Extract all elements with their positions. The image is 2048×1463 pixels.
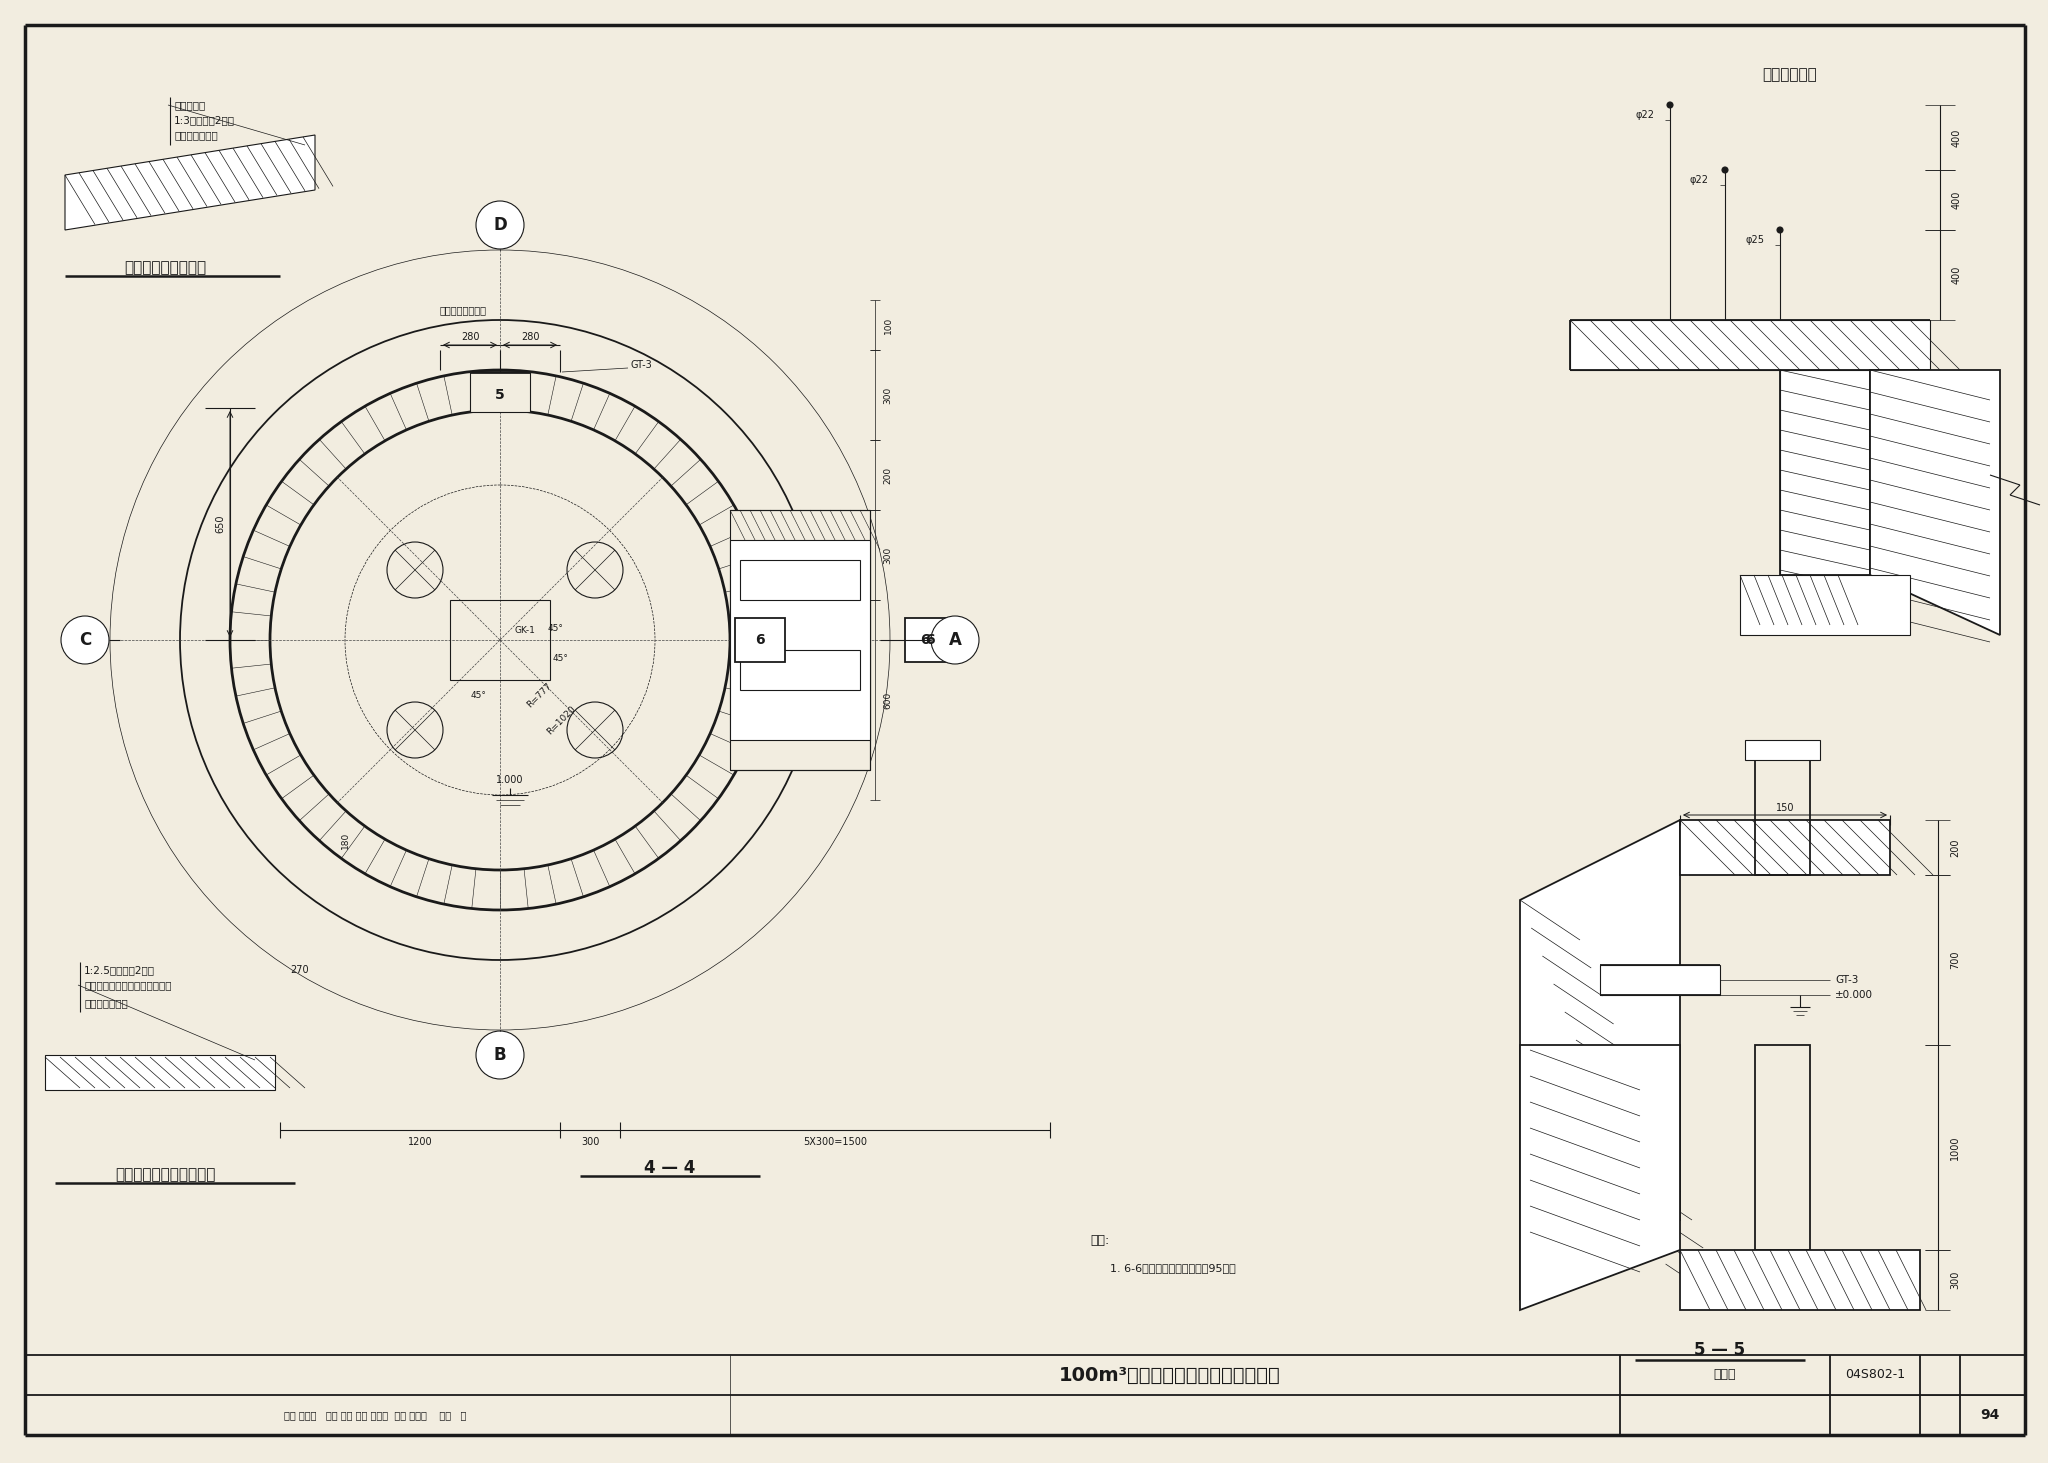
- Polygon shape: [1520, 1045, 1679, 1309]
- Text: R=1020: R=1020: [545, 704, 578, 736]
- Text: 1000: 1000: [1950, 1135, 1960, 1160]
- Text: 400: 400: [1952, 129, 1962, 146]
- Text: 中环棁钉栅杆: 中环棁钉栅杆: [1763, 67, 1817, 82]
- Polygon shape: [1679, 1249, 1921, 1309]
- Text: 水泥浆一道（内掺建筑结构胶）: 水泥浆一道（内掺建筑结构胶）: [84, 980, 172, 990]
- Text: 200: 200: [1950, 838, 1960, 857]
- Text: 1200: 1200: [408, 1137, 432, 1147]
- Bar: [1599, 966, 1720, 995]
- Text: 涂料保护层: 涂料保护层: [174, 99, 205, 110]
- Bar: [1571, 320, 1929, 370]
- Bar: [905, 617, 954, 661]
- Bar: [1679, 819, 1890, 875]
- Polygon shape: [66, 135, 315, 230]
- Text: GK-1: GK-1: [514, 626, 535, 635]
- Text: A: A: [948, 631, 961, 650]
- Text: GT-3: GT-3: [631, 360, 651, 370]
- Bar: [1755, 759, 1810, 875]
- Text: 200: 200: [883, 467, 893, 484]
- Text: ±0.000: ±0.000: [1835, 990, 1874, 1001]
- Text: 400: 400: [1952, 266, 1962, 284]
- Circle shape: [1722, 167, 1729, 173]
- Text: 1. 6-6、栏杆锁材用量表见第95页。: 1. 6-6、栏杆锁材用量表见第95页。: [1110, 1263, 1235, 1273]
- Text: 4 — 4: 4 — 4: [645, 1159, 696, 1178]
- Text: 300: 300: [582, 1137, 600, 1147]
- Text: 6: 6: [756, 633, 764, 647]
- Text: C: C: [80, 631, 90, 650]
- Text: 图集号: 图集号: [1714, 1368, 1737, 1381]
- Polygon shape: [1741, 575, 1911, 635]
- Circle shape: [475, 200, 524, 249]
- Text: 150: 150: [1776, 803, 1794, 813]
- Text: 说明:: 说明:: [1090, 1233, 1110, 1246]
- Text: D: D: [494, 217, 506, 234]
- Bar: [735, 617, 784, 661]
- Circle shape: [475, 1031, 524, 1080]
- Circle shape: [932, 616, 979, 664]
- Text: 1.000: 1.000: [496, 775, 524, 786]
- Bar: [1780, 370, 1870, 575]
- Polygon shape: [1520, 819, 1679, 1301]
- Text: 280: 280: [461, 332, 479, 342]
- Text: 5: 5: [496, 388, 506, 402]
- Text: 此洞仅属三管方案: 此洞仅属三管方案: [440, 304, 487, 315]
- Text: 280: 280: [520, 332, 539, 342]
- Text: 650: 650: [215, 515, 225, 533]
- Text: φ22: φ22: [1634, 110, 1655, 120]
- Polygon shape: [1870, 370, 2001, 635]
- Bar: [739, 560, 860, 600]
- Bar: [469, 372, 530, 413]
- Text: 04S802-1: 04S802-1: [1845, 1368, 1905, 1381]
- Bar: [729, 540, 870, 740]
- Bar: [451, 600, 551, 680]
- Bar: [739, 650, 860, 691]
- Text: 水笱及气窗顶盖构造: 水笱及气窗顶盖构造: [125, 260, 207, 275]
- Circle shape: [1778, 227, 1784, 233]
- Text: 审核 归衡石   绘图 杨名 校对 陈晃声  设计 王文涛    注计   页: 审核 归衡石 绘图 杨名 校对 陈晃声 设计 王文涛 注计 页: [285, 1410, 467, 1421]
- Text: 钉筋混凝土履面: 钉筋混凝土履面: [84, 998, 127, 1008]
- Text: GT-3: GT-3: [1835, 974, 1858, 985]
- Circle shape: [61, 616, 109, 664]
- Bar: [1745, 740, 1821, 759]
- Text: 45°: 45°: [471, 691, 485, 699]
- Text: R=777: R=777: [524, 680, 553, 710]
- Text: 600: 600: [883, 692, 893, 708]
- Text: 钉筋混凝土屋面: 钉筋混凝土屋面: [174, 130, 217, 140]
- Text: B: B: [494, 1046, 506, 1064]
- Text: 700: 700: [1950, 951, 1960, 970]
- Text: 270: 270: [291, 966, 309, 974]
- Bar: [45, 1055, 274, 1090]
- Text: 45°: 45°: [553, 654, 567, 663]
- Text: 400: 400: [1952, 190, 1962, 209]
- Text: 300: 300: [1950, 1271, 1960, 1289]
- Text: 5 — 5: 5 — 5: [1694, 1342, 1745, 1359]
- Bar: [729, 511, 870, 770]
- Text: 300: 300: [883, 546, 893, 563]
- Text: 45°: 45°: [547, 623, 563, 632]
- Text: φ25: φ25: [1745, 236, 1763, 244]
- Bar: [1755, 1045, 1810, 1249]
- Text: 94: 94: [1980, 1407, 1999, 1422]
- Text: 1:2.5水泥沙浆2厂厚: 1:2.5水泥沙浆2厂厚: [84, 966, 156, 974]
- Text: 100: 100: [883, 316, 893, 334]
- Text: 5X300=1500: 5X300=1500: [803, 1137, 866, 1147]
- Text: 180: 180: [340, 831, 350, 849]
- Text: 6: 6: [920, 633, 930, 647]
- Text: 100m³水塔剖面图及节点详图（二）: 100m³水塔剖面图及节点详图（二）: [1059, 1365, 1280, 1384]
- Circle shape: [1667, 102, 1673, 108]
- Text: 6: 6: [926, 633, 934, 647]
- Text: 300: 300: [883, 386, 893, 404]
- Text: 人井平台及休息平台构造: 人井平台及休息平台构造: [115, 1167, 215, 1182]
- Text: 1:3水泥沙浆2厂厚: 1:3水泥沙浆2厂厚: [174, 116, 236, 124]
- Text: φ22: φ22: [1690, 176, 1708, 184]
